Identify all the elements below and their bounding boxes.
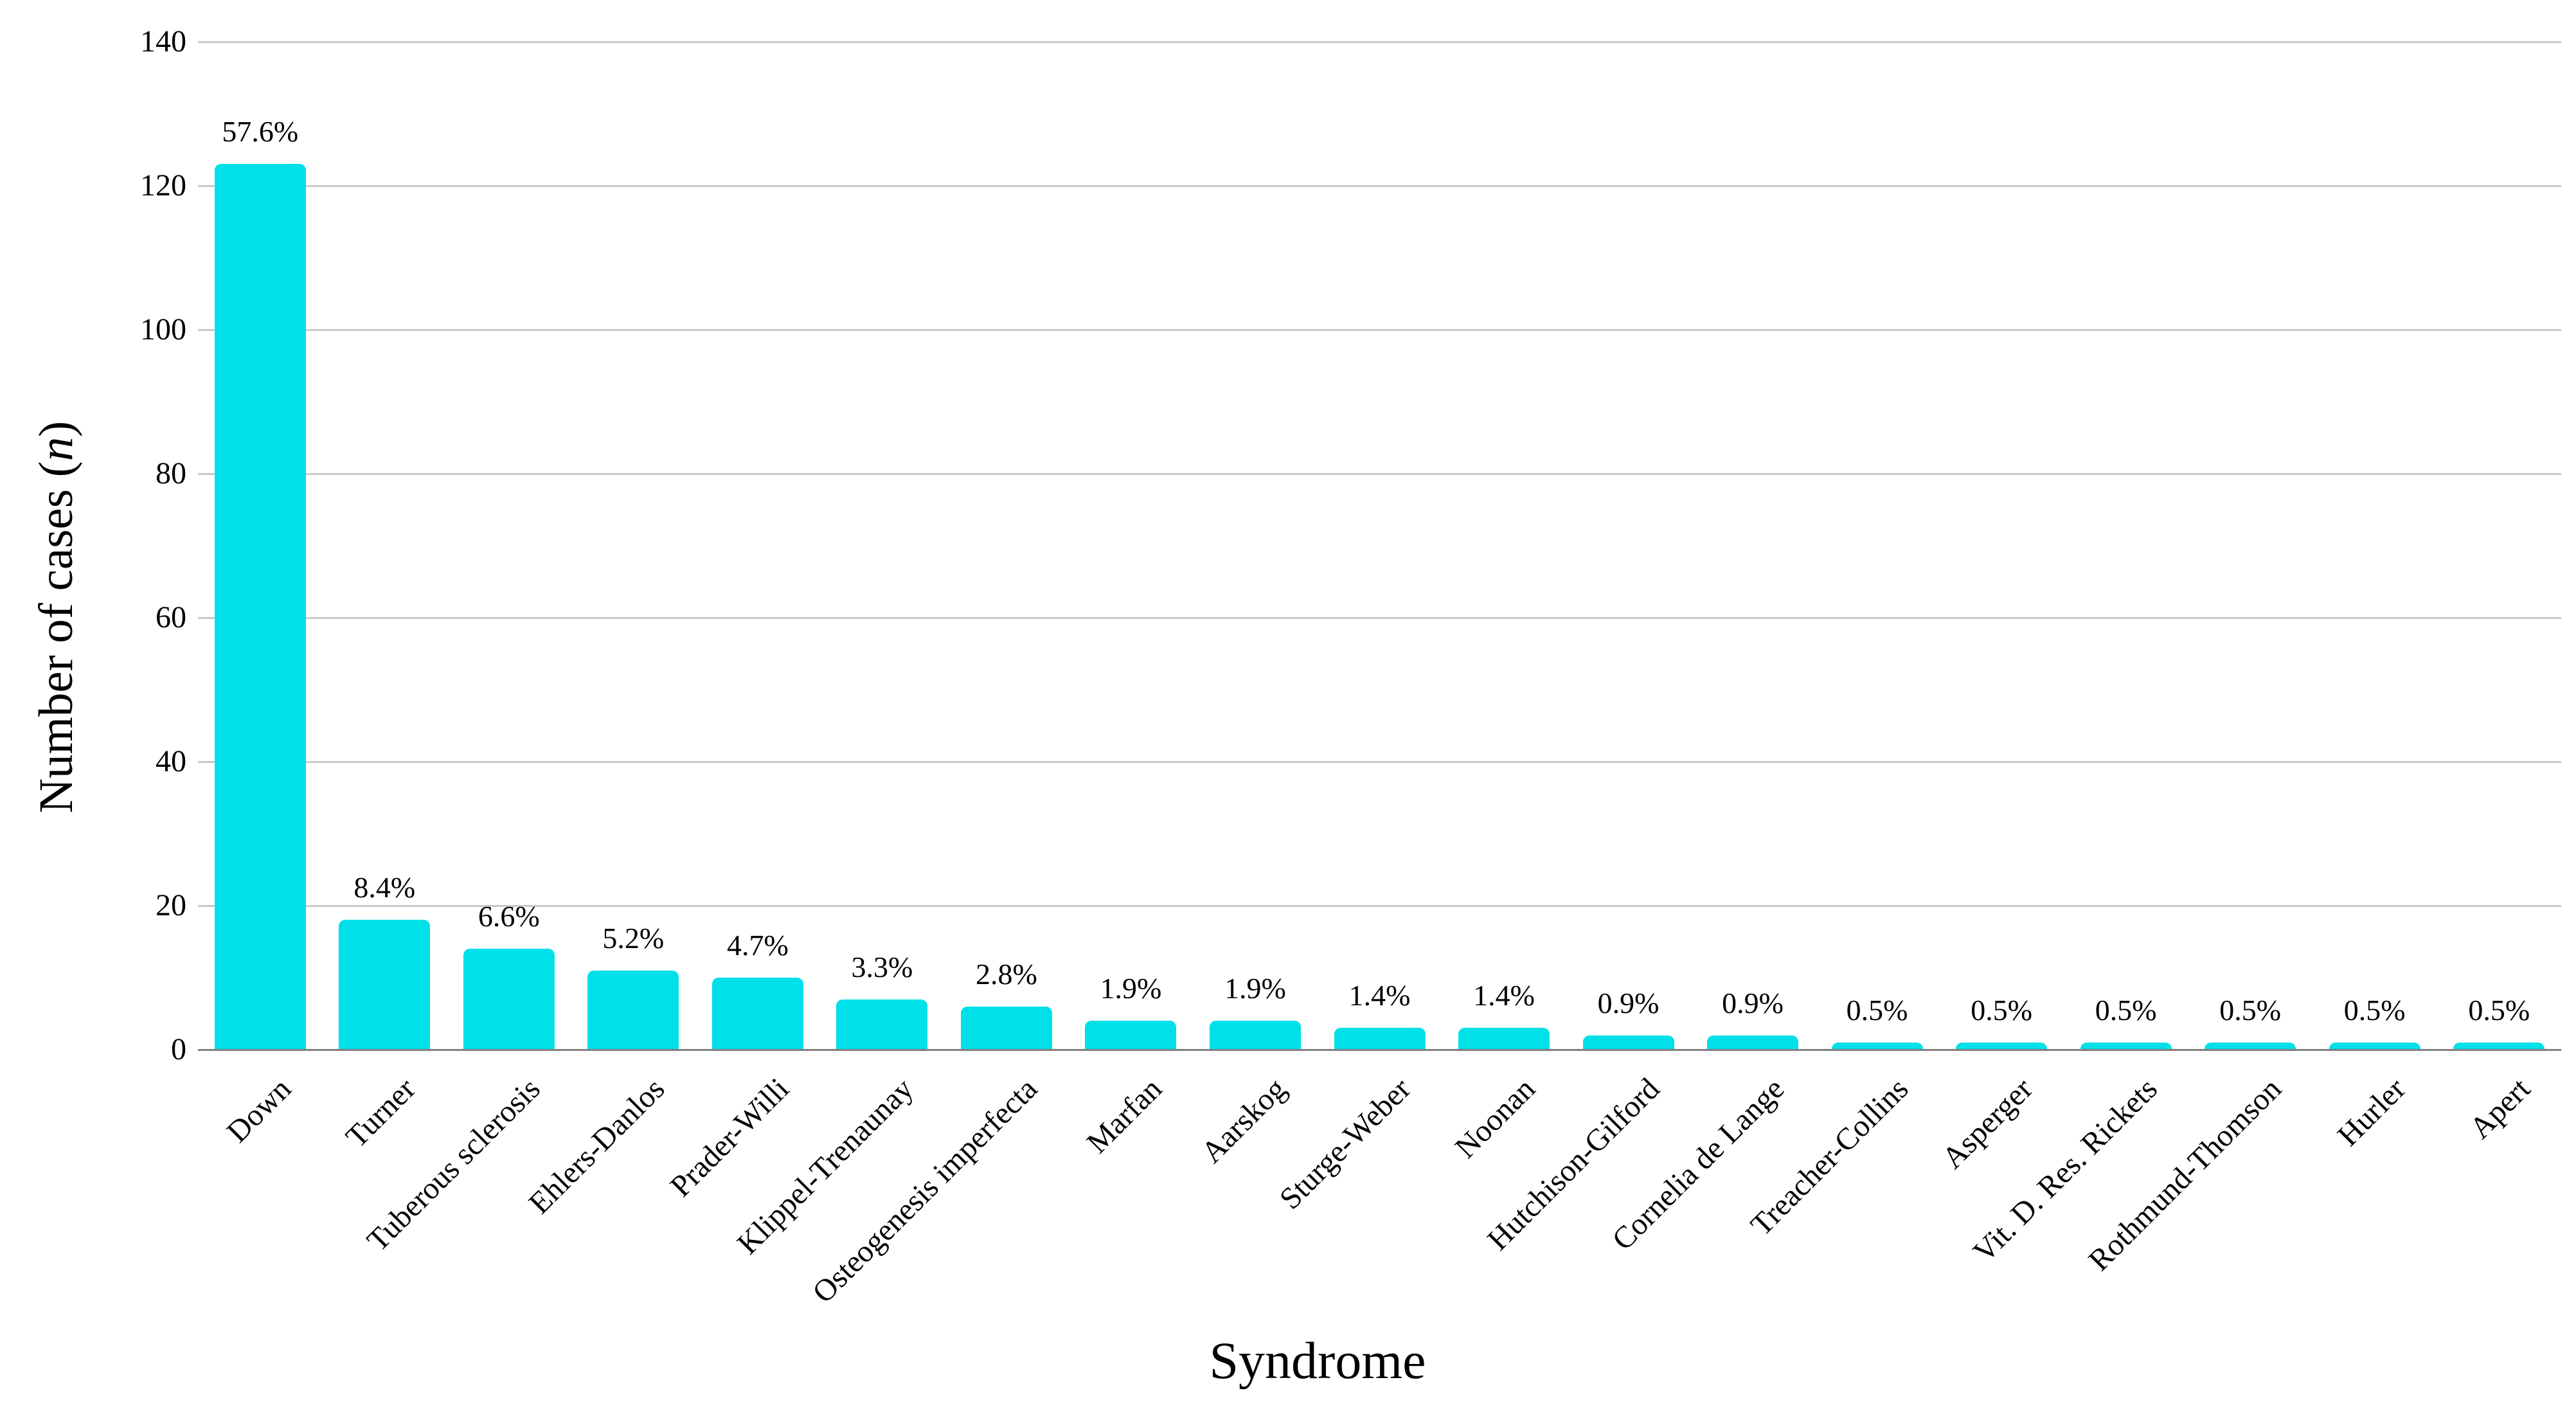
y-tick-label: 0 <box>171 1032 186 1066</box>
y-axis-title-variable: n <box>30 436 83 462</box>
bar-value-label: 57.6% <box>222 115 299 148</box>
y-tick-label: 60 <box>156 600 186 634</box>
bar-value-label: 0.5% <box>1971 993 2033 1026</box>
x-category-label: Sturge-Weber <box>1273 1071 1418 1216</box>
bar-value-label: 0.5% <box>1846 993 1908 1026</box>
bar <box>960 1006 1052 1050</box>
x-category-label: Aarskog <box>1195 1071 1293 1170</box>
y-tick-label: 40 <box>156 744 186 778</box>
x-category-label: Apert <box>2463 1071 2537 1146</box>
bar <box>1458 1028 1550 1050</box>
bar <box>587 970 679 1050</box>
y-tick-label: 140 <box>140 24 186 58</box>
x-category-label: Turner <box>339 1071 423 1154</box>
y-axis-title: Number of cases (n) <box>30 420 83 814</box>
bar <box>2329 1042 2420 1050</box>
bar-value-label: 0.5% <box>2219 993 2282 1026</box>
bar <box>1956 1042 2048 1050</box>
y-axis-title-text: Number of cases ( <box>30 461 83 814</box>
y-tick-label: 20 <box>156 888 186 922</box>
bar-value-label: 5.2% <box>602 921 665 954</box>
y-gridline <box>198 40 2561 43</box>
bar <box>711 978 803 1050</box>
bar-value-label: 1.4% <box>1348 979 1411 1012</box>
bar-value-label: 8.4% <box>353 871 416 904</box>
bar <box>1582 1035 1674 1050</box>
y-tick-label: 120 <box>140 168 186 202</box>
bar <box>836 999 928 1050</box>
bar-value-label: 1.9% <box>1224 972 1286 1005</box>
y-gridline <box>198 328 2561 331</box>
bar-value-label: 6.6% <box>478 900 540 933</box>
x-category-label: Marfan <box>1080 1071 1169 1160</box>
bar-value-label: 0.5% <box>2468 993 2530 1026</box>
y-gridline <box>198 472 2561 475</box>
bar <box>2205 1042 2296 1050</box>
y-axis-title-suffix: ) <box>30 420 83 437</box>
bar-value-label: 0.9% <box>1722 986 1784 1019</box>
bar <box>214 164 306 1050</box>
bar <box>1209 1021 1301 1050</box>
y-gridline <box>198 616 2561 619</box>
bar <box>1085 1021 1177 1050</box>
bar-value-label: 4.7% <box>726 929 789 962</box>
bar <box>1334 1028 1426 1050</box>
y-gridline <box>198 184 2561 187</box>
x-category-label: Asperger <box>1935 1071 2039 1176</box>
bar <box>1831 1042 1923 1050</box>
bar <box>2453 1042 2545 1050</box>
x-axis-line <box>198 1048 2561 1051</box>
x-category-label: Down <box>220 1071 298 1149</box>
bar <box>2080 1042 2172 1050</box>
y-tick-label: 80 <box>156 456 186 490</box>
bar-value-label: 0.5% <box>2095 993 2157 1026</box>
bar <box>463 949 555 1050</box>
bar-value-label: 1.9% <box>1100 972 1162 1005</box>
bar <box>1707 1035 1799 1050</box>
x-category-label: Osteogenesis imperfecta <box>806 1071 1044 1310</box>
bar <box>339 920 431 1050</box>
bar-value-label: 0.5% <box>2343 993 2406 1026</box>
bar-value-label: 3.3% <box>851 950 913 983</box>
x-category-label: Prader-Willi <box>663 1071 796 1204</box>
y-tick-label: 100 <box>140 312 186 346</box>
x-category-label: Hurler <box>2331 1071 2413 1153</box>
x-axis-title: Syndrome <box>1209 1331 1426 1390</box>
bar-value-label: 0.9% <box>1597 986 1659 1019</box>
y-gridline <box>198 904 2561 907</box>
y-gridline <box>198 760 2561 763</box>
x-category-label: Noonan <box>1448 1071 1542 1165</box>
bar-value-label: 1.4% <box>1473 979 1535 1012</box>
bar-value-label: 2.8% <box>975 957 1037 990</box>
